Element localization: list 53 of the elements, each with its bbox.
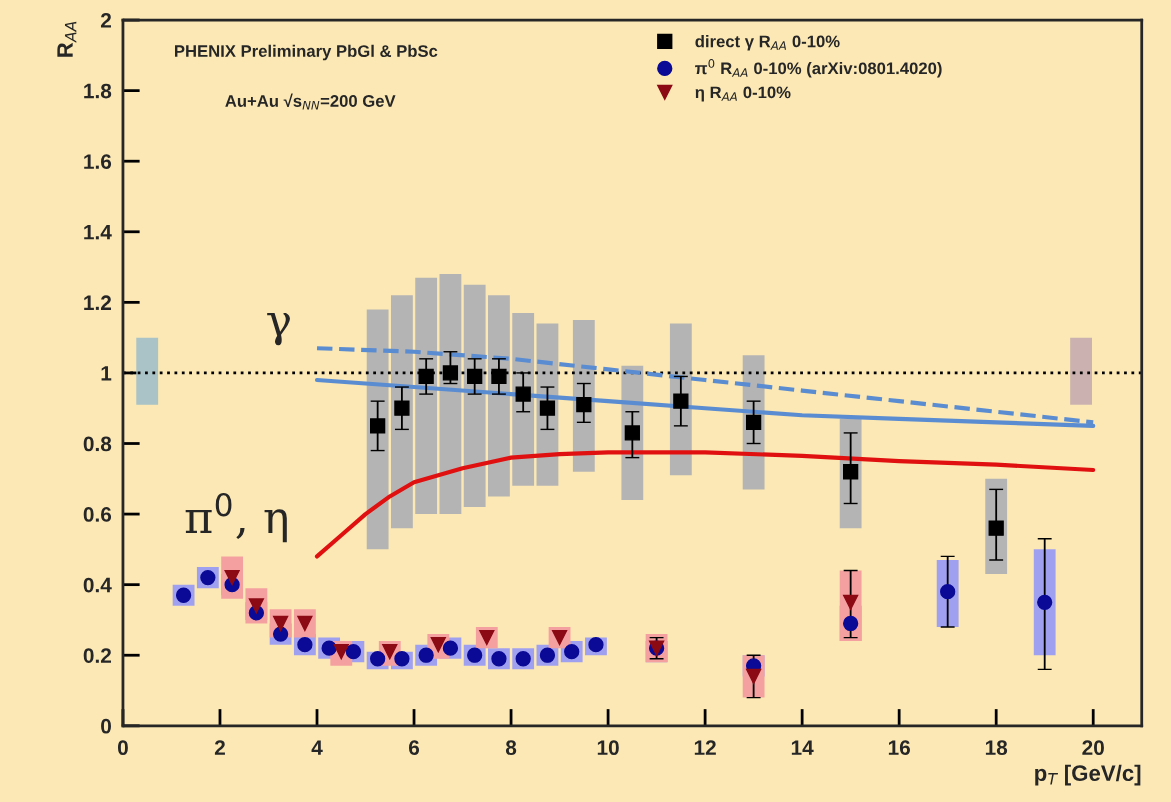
x-tick-label: 0 [117, 740, 128, 755]
x-tick-label: 4 [311, 740, 323, 755]
y-tick-label: 1.2 [84, 295, 112, 310]
annotation: π$^{0}$, η [185, 492, 287, 543]
legend-label: π$^{0}$ R$_{AA}$ 0-10% (arXiv:0801.4020) [695, 59, 942, 78]
y-axis-title: R$_{AA}$ [57, 21, 77, 57]
line-series [314, 450, 1096, 559]
y-tick-label: 0.4 [83, 577, 112, 593]
legend-label: η R$_{AA}$ 0-10% [695, 86, 791, 102]
legend-label: direct γ R$_{AA}$ 0-10% [695, 35, 840, 51]
bar [1070, 337, 1092, 405]
y-tick-label: 1 [101, 366, 112, 381]
point [745, 414, 762, 430]
point [515, 386, 531, 402]
y-tick-label: 1.6 [84, 154, 112, 169]
x-tick-label: 12 [694, 740, 716, 755]
point [467, 368, 483, 385]
x-tick-label: 2 [214, 740, 225, 755]
annotation: Au+Au √s$_{NN}$=200 GeV [225, 93, 396, 110]
point [539, 400, 556, 416]
y-tick-label: 0.2 [83, 648, 112, 663]
point [673, 393, 689, 409]
x-tick-label: 10 [597, 740, 619, 755]
x-tick-label: 8 [505, 740, 517, 755]
y-tick-label: 2 [100, 13, 112, 28]
y-tick-label: 0.8 [83, 436, 112, 452]
x-tick-label: 6 [409, 740, 420, 755]
point [370, 418, 386, 434]
y-tick-label: 0 [101, 718, 111, 734]
bar [136, 337, 159, 405]
x-axis-title: p$_{T}$ [GeV/c] [1035, 764, 1141, 786]
point [442, 365, 459, 381]
point [843, 615, 859, 632]
point [988, 520, 1004, 536]
point [1037, 594, 1053, 610]
annotation: PHENIX Preliminary PbGl & PbSc [175, 44, 438, 61]
point [491, 368, 507, 385]
y-tick-label: 1.4 [84, 224, 112, 240]
annotation: γ [267, 312, 290, 346]
point [394, 400, 410, 416]
x-tick-label: 20 [1082, 740, 1104, 755]
y-tick-label: 1.8 [84, 83, 112, 99]
y-tick-label: 0.6 [83, 507, 112, 522]
point [624, 425, 640, 441]
point [940, 584, 956, 600]
x-tick-label: 14 [791, 740, 814, 755]
x-tick-label: 16 [888, 740, 910, 755]
point [843, 594, 859, 610]
x-tick-label: 18 [985, 740, 1008, 755]
point [576, 397, 592, 413]
line-series [314, 346, 1096, 425]
point [418, 368, 434, 385]
point [843, 464, 859, 480]
